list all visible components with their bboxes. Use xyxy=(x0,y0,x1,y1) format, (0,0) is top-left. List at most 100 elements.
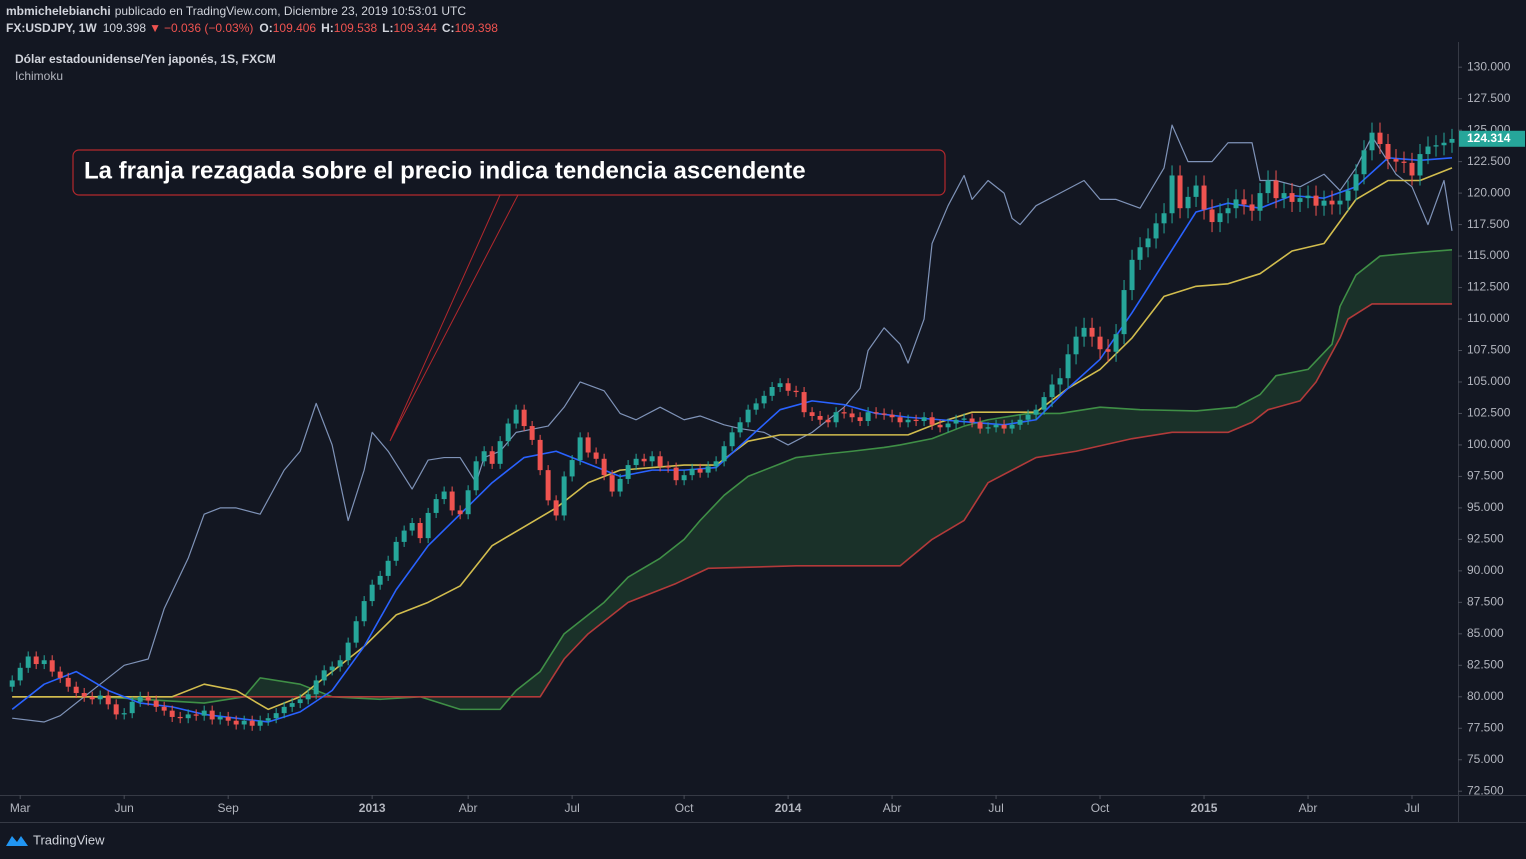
published: publicado en TradingView.com, Diciembre … xyxy=(115,4,467,18)
y-tick-label: 107.500 xyxy=(1467,343,1511,357)
candle-body xyxy=(249,720,255,726)
candle-body xyxy=(209,710,215,720)
candle-body xyxy=(513,409,519,424)
candle-body xyxy=(641,458,647,462)
candle-body xyxy=(201,710,207,716)
candle-body xyxy=(721,446,727,462)
candle-body xyxy=(705,466,711,473)
x-tick-label: Mar xyxy=(10,801,31,815)
candle-body xyxy=(921,417,927,422)
ohlc-value: 109.406 xyxy=(273,21,317,35)
candle-body xyxy=(265,718,271,721)
candle-body xyxy=(81,693,87,697)
candle-body xyxy=(593,452,599,459)
chart-title: Dólar estadounidense/Yen japonés, 1S, FX… xyxy=(15,52,276,66)
candle-body xyxy=(937,424,943,428)
x-tick-label: 2013 xyxy=(359,801,386,815)
candle-body xyxy=(745,409,751,423)
candle-body xyxy=(1033,409,1039,415)
x-tick-label: Abr xyxy=(459,801,478,815)
candle-body xyxy=(65,677,71,687)
candle-body xyxy=(897,417,903,423)
candle-body xyxy=(1305,195,1311,199)
candle-body xyxy=(1345,190,1351,201)
candle-body xyxy=(1193,185,1199,197)
ohlc-label: O: xyxy=(259,21,272,35)
header-line: mbmichelebianchi publicado en TradingView… xyxy=(6,4,466,18)
ohlc-label: L: xyxy=(382,21,393,35)
candle-body xyxy=(25,656,31,668)
candle-body xyxy=(785,383,791,391)
candle-body xyxy=(617,478,623,492)
candle-body xyxy=(481,451,487,462)
candle-body xyxy=(281,706,287,714)
change-arrow: ▼ xyxy=(149,21,161,35)
candle-body xyxy=(345,642,351,661)
candle-body xyxy=(433,499,439,513)
candle-body xyxy=(449,491,455,511)
candle-body xyxy=(1393,159,1399,162)
x-tick-label: Jul xyxy=(564,801,579,815)
callout-box xyxy=(72,149,946,196)
candle-body xyxy=(993,424,999,428)
candle-body xyxy=(729,432,735,447)
x-tick-label: Oct xyxy=(675,801,694,815)
candle-body xyxy=(393,541,399,561)
candle-body xyxy=(505,423,511,442)
x-tick-label: Abr xyxy=(883,801,902,815)
candle-body xyxy=(865,412,871,422)
candle-body xyxy=(89,696,95,700)
candle-body xyxy=(857,417,863,422)
ohlc-label: H: xyxy=(321,21,334,35)
candle-body xyxy=(137,696,143,702)
y-tick-label: 110.000 xyxy=(1467,311,1510,325)
candle-body xyxy=(97,695,103,700)
logo-icon xyxy=(6,836,28,846)
candle-body xyxy=(577,437,583,461)
candle-body xyxy=(273,713,279,719)
candle-body xyxy=(657,456,663,467)
candle-body xyxy=(849,413,855,418)
candle-body xyxy=(961,418,967,420)
candle-body xyxy=(689,468,695,476)
candle-body xyxy=(153,700,159,707)
candle-body xyxy=(1049,384,1055,398)
y-tick-label: 127.500 xyxy=(1467,91,1511,105)
candle-body xyxy=(1441,142,1447,146)
candle-body xyxy=(129,701,135,714)
candle-body xyxy=(1057,378,1063,385)
candle-body xyxy=(1449,138,1455,143)
candle-body xyxy=(473,461,479,491)
x-tick-label: Oct xyxy=(1091,801,1110,815)
candle-body xyxy=(1001,424,1007,429)
candle-body xyxy=(385,560,391,576)
symbol: FX:USDJPY, 1W xyxy=(6,21,97,35)
candle-body xyxy=(41,660,47,665)
candle-body xyxy=(1297,198,1303,202)
y-tick-label: 92.500 xyxy=(1467,532,1504,546)
y-tick-label: 82.500 xyxy=(1467,657,1504,671)
y-tick-label: 87.500 xyxy=(1467,595,1504,609)
candle-body xyxy=(1209,209,1215,223)
ohlc-label: C: xyxy=(442,21,455,35)
last-price-box xyxy=(1459,130,1525,147)
y-tick-label: 130.000 xyxy=(1467,59,1511,73)
candle-body xyxy=(609,475,615,492)
candle-body xyxy=(913,419,919,422)
candle-body xyxy=(185,714,191,719)
candle-body xyxy=(569,460,575,477)
ohlc-value: 109.538 xyxy=(334,21,378,35)
candle-body xyxy=(665,466,671,468)
candle-body xyxy=(497,441,503,464)
candle-body xyxy=(753,403,759,410)
ohlc-value: 109.398 xyxy=(455,21,499,35)
candle-body xyxy=(793,390,799,393)
candle-body xyxy=(945,423,951,428)
candle-body xyxy=(305,694,311,700)
candle-body xyxy=(737,422,743,433)
ohlc-value: 109.344 xyxy=(394,21,438,35)
indicator-name: Ichimoku xyxy=(15,69,63,83)
x-tick-label: Jul xyxy=(1404,801,1419,815)
candle-body xyxy=(1145,238,1151,248)
